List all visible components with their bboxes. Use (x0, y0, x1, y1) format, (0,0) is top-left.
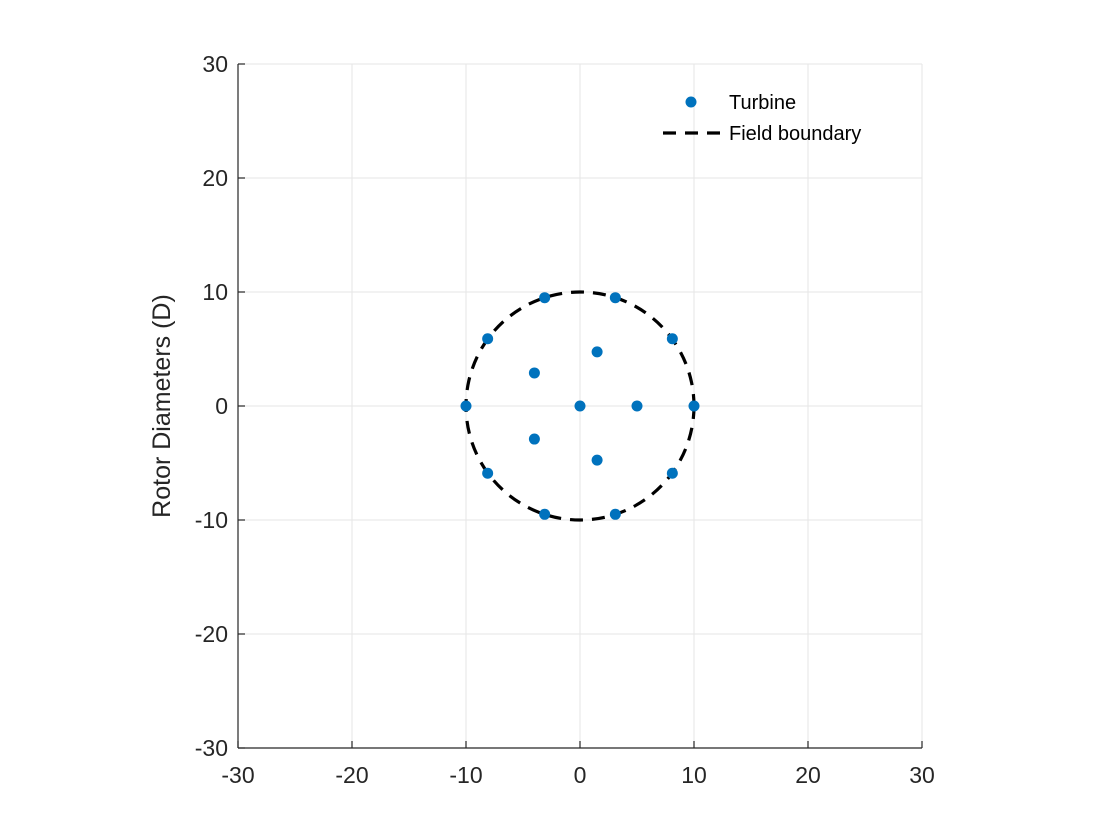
y-tick-label: 20 (202, 165, 228, 191)
x-tick-label: 10 (681, 762, 707, 788)
turbine-point (460, 400, 472, 412)
turbine-point (574, 400, 586, 412)
turbine-point (482, 333, 494, 345)
turbine-point (591, 346, 603, 358)
turbine-point (539, 508, 551, 520)
axes (237, 63, 923, 749)
turbine-point (591, 454, 603, 466)
y-tick-label: 30 (202, 51, 228, 77)
turbine-point (666, 333, 678, 345)
legend-marker-turbine (685, 96, 697, 108)
legend-entry-turbine: Turbine (685, 92, 796, 114)
x-tick-label: 20 (795, 762, 821, 788)
turbine-point (482, 467, 494, 479)
turbine-series (460, 292, 700, 520)
turbine-point (666, 467, 678, 479)
y-tick-label: -30 (195, 735, 228, 761)
y-tick-label: -10 (195, 507, 228, 533)
turbine-point (609, 292, 621, 304)
turbine-point (688, 400, 700, 412)
y-tick-label: 10 (202, 279, 228, 305)
legend-entry-field-boundary: Field boundary (663, 123, 861, 145)
turbine-point (528, 367, 540, 379)
turbine-point (609, 508, 621, 520)
x-tick-label: -20 (335, 762, 368, 788)
x-tick-label: -10 (449, 762, 482, 788)
tick-labels: -30 -20 -10 0 10 20 30 -30 -20 -10 0 10 20 30 (195, 51, 935, 788)
y-tick-label: -20 (195, 621, 228, 647)
x-tick-label: 30 (909, 762, 935, 788)
y-tick-label: 0 (215, 393, 228, 419)
legend: Turbine Field boundary (663, 92, 861, 145)
y-axis-label: Rotor Diameters (D) (148, 294, 176, 518)
turbine-point (539, 292, 551, 304)
turbine-point (528, 433, 540, 445)
x-tick-label: 0 (574, 762, 587, 788)
legend-label-field-boundary: Field boundary (729, 123, 861, 145)
legend-label-turbine: Turbine (729, 92, 796, 114)
x-tick-label: -30 (221, 762, 254, 788)
turbine-point (631, 400, 643, 412)
